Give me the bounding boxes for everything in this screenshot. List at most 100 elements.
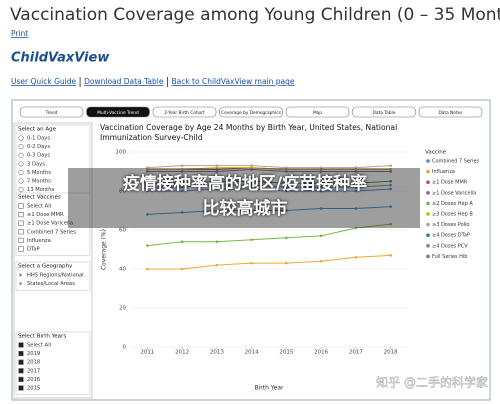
tab[interactable] [219,106,283,118]
checkbox[interactable] [18,350,24,357]
option-label[interactable]: Select All [27,204,51,210]
radio-button[interactable] [18,187,24,193]
tab-label[interactable]: Data Table [373,110,396,116]
radio-button[interactable] [18,135,24,141]
legend-label[interactable]: ≥3 Doses Polio [432,222,469,228]
radio-button[interactable] [18,144,24,150]
series-line [147,165,391,169]
data-point [146,244,149,247]
option-label[interactable]: ≥1 Dose MMR [27,212,64,218]
checkbox[interactable] [18,212,24,218]
checkbox[interactable] [18,229,24,235]
data-point [354,226,358,230]
section-title: Select an Age [18,127,57,133]
tab-label[interactable]: Multi-Vaccine Trend [97,110,139,116]
legend-label[interactable]: Influenza [432,169,455,175]
x-tick-label: 2011 [140,350,154,356]
tab[interactable] [86,106,150,118]
option-label[interactable]: ≥1 Dose Varicella [27,221,73,227]
checkbox[interactable] [18,246,24,252]
nav-link[interactable]: Back to ChildVaxView main page [171,77,294,86]
tab-label[interactable]: Trend [45,110,58,116]
legend-label[interactable]: ≥1 Dose Varicella [432,190,476,196]
data-point [250,261,253,265]
option-label[interactable]: 7 Months [27,179,51,185]
option-label[interactable]: 0-2 Days [27,144,50,150]
print-link[interactable]: Print [11,29,28,38]
y-tick-label: 80 [119,189,126,195]
tab-label[interactable]: Data Notes [438,110,463,116]
checkbox[interactable] [18,342,24,348]
tab-label[interactable]: Coverage by Demographics [221,110,281,116]
option-label[interactable]: 2017 [27,368,40,374]
option-label[interactable]: 2016 [27,377,40,383]
option-label[interactable]: 2019 [27,351,40,357]
checkbox[interactable] [18,368,24,374]
data-point [215,170,219,173]
tab-label[interactable]: Map [313,110,322,116]
data-point [354,207,358,210]
nav-link[interactable]: Download Data Table [84,77,164,86]
checkbox[interactable] [18,376,24,383]
checkbox[interactable] [18,359,24,365]
option-label[interactable]: Combined 7 Series [27,229,76,235]
sidebar-section [15,192,91,257]
y-tick-label: 40 [119,267,126,273]
data-point [319,259,323,263]
option-label[interactable]: 13 Months [27,187,55,193]
overlay-text: 疫情接种率高的地区/疫苗接种率比较高城市 [122,174,368,219]
option-label[interactable]: 3 Days [27,161,45,167]
data-point [180,185,184,189]
data-point [146,181,149,185]
radio-button[interactable] [18,152,24,158]
checkbox[interactable] [18,385,24,391]
tab[interactable] [152,106,217,118]
data-point [285,181,288,185]
data-point [285,236,288,240]
tab[interactable] [418,106,483,118]
data-point [215,187,219,191]
checkbox[interactable] [18,203,24,209]
legend-label[interactable]: ≥3 Doses Hep B [432,212,473,218]
y-tick-label: 0 [123,345,127,351]
tree-toggle[interactable] [19,273,23,277]
legend-label[interactable]: Full Series Hib [432,254,467,260]
option-label[interactable]: Influenza [27,238,51,244]
sidebar-section [15,331,91,396]
legend-label[interactable]: Combined 7 Series [432,159,480,165]
legend-label[interactable]: ≥4 Doses DTaP [432,233,470,239]
overlay-box: 疫情接种率高的地区/疫苗接种率比较高城市 [122,174,368,219]
legend-label[interactable]: ≥2 Doses Hep A [432,201,473,207]
x-axis-label: Birth Year [254,385,284,392]
data-point [180,267,184,271]
radio-button[interactable] [18,161,24,167]
checkbox[interactable] [18,237,24,244]
data-point [354,168,358,171]
data-point [180,170,184,173]
tree-toggle[interactable] [19,281,23,286]
radio-button[interactable] [18,178,24,184]
option-label[interactable]: States/Local Areas [27,281,75,287]
option-label[interactable]: 0-3 Days [27,153,50,159]
checkbox[interactable] [18,220,24,226]
option-label[interactable]: 2018 [27,360,40,366]
data-point [146,166,149,169]
data-point [250,209,253,212]
option-label[interactable]: 5 Months [27,170,51,176]
legend-label[interactable]: ≥4 Doses PCV [432,243,468,249]
tab[interactable] [285,106,350,118]
tab[interactable] [352,106,416,118]
option-label[interactable]: DTaP [27,247,40,253]
option-label[interactable]: HHS Regions/National [27,273,84,279]
nav-link[interactable]: User Quick Guide [11,77,76,86]
radio-button[interactable] [18,169,24,175]
option-label[interactable]: Select All [27,343,51,349]
option-label[interactable]: 0-1 Days [27,136,50,142]
legend-label[interactable]: ≥1 Dose MMR [432,180,468,186]
tab[interactable] [19,106,84,118]
tab-label[interactable]: 2-Year Birth Cohort [164,110,205,116]
data-point [146,267,149,271]
legend-marker [426,222,430,227]
option-label[interactable]: 2015 [27,386,40,392]
